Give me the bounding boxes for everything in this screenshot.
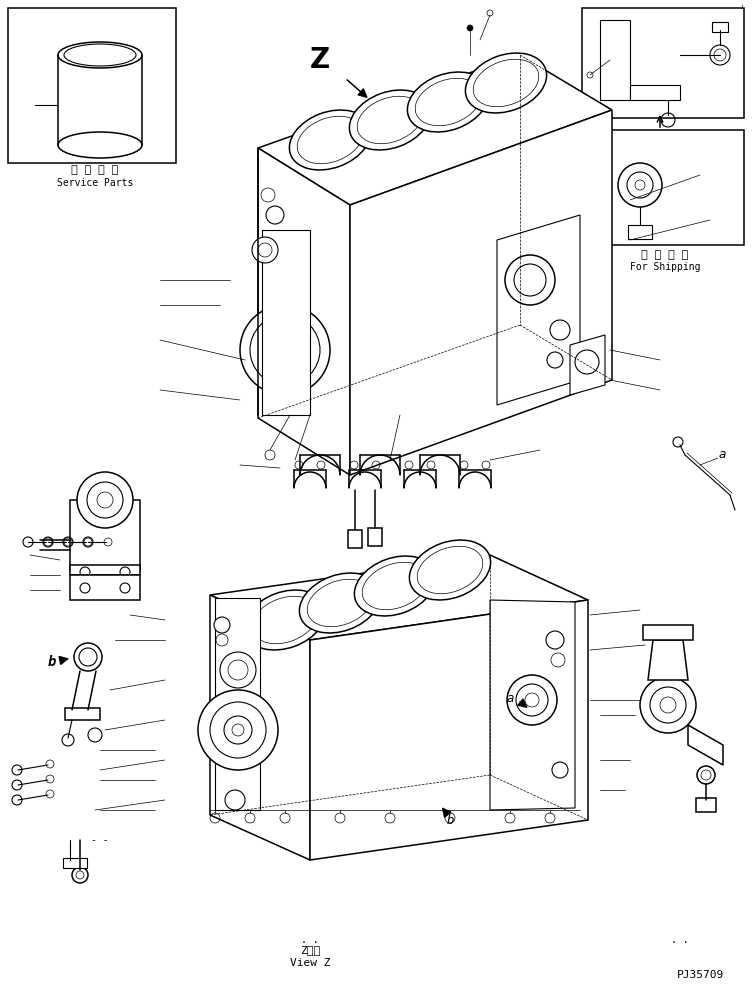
Circle shape [240, 305, 330, 395]
Bar [712, 22, 728, 32]
Text: - -: - - [91, 835, 109, 845]
Polygon shape [643, 625, 693, 640]
Bar [65, 708, 100, 720]
Polygon shape [70, 575, 140, 600]
Polygon shape [210, 555, 588, 640]
Text: For Shipping: For Shipping [630, 262, 700, 272]
Text: Z: Z [310, 46, 330, 74]
Circle shape [74, 643, 102, 671]
Circle shape [77, 472, 133, 528]
Circle shape [467, 25, 473, 31]
Bar [368, 528, 382, 546]
Circle shape [546, 631, 564, 649]
Circle shape [220, 652, 256, 688]
Circle shape [62, 734, 74, 746]
Circle shape [550, 320, 570, 340]
Text: PJ35709: PJ35709 [676, 970, 723, 980]
Bar [582, 8, 744, 118]
Text: . .: . . [301, 935, 319, 945]
Polygon shape [570, 335, 605, 395]
Text: Service Parts: Service Parts [57, 178, 133, 188]
Circle shape [214, 617, 230, 633]
Ellipse shape [409, 540, 491, 600]
Bar [348, 530, 362, 548]
Polygon shape [262, 230, 310, 415]
Polygon shape [210, 595, 310, 860]
Polygon shape [648, 640, 688, 680]
Circle shape [263, 273, 307, 317]
Circle shape [640, 677, 696, 733]
Text: b: b [446, 814, 454, 826]
Text: View Z: View Z [290, 958, 330, 968]
Ellipse shape [245, 590, 325, 650]
Circle shape [252, 237, 278, 263]
Ellipse shape [350, 90, 430, 150]
Text: a: a [718, 448, 726, 460]
Ellipse shape [408, 72, 488, 132]
Circle shape [198, 690, 278, 770]
Polygon shape [688, 725, 723, 765]
Bar [628, 225, 652, 239]
Circle shape [697, 766, 715, 784]
Ellipse shape [300, 573, 381, 633]
Polygon shape [600, 20, 630, 100]
Circle shape [507, 675, 557, 725]
Circle shape [266, 206, 284, 224]
Polygon shape [630, 85, 680, 100]
Circle shape [505, 255, 555, 305]
Polygon shape [258, 148, 350, 475]
Polygon shape [497, 215, 580, 405]
Ellipse shape [354, 556, 436, 616]
Text: . .: . . [671, 935, 689, 945]
Polygon shape [258, 55, 612, 205]
Polygon shape [350, 110, 612, 475]
Text: 補 給 専 用: 補 給 専 用 [72, 165, 119, 175]
Polygon shape [490, 600, 575, 810]
Text: a: a [507, 692, 513, 704]
Bar [8, 8, 176, 163]
Bar [63, 858, 87, 868]
Bar [696, 798, 716, 812]
Circle shape [225, 790, 245, 810]
Polygon shape [215, 598, 260, 810]
Polygon shape [310, 600, 588, 860]
Bar [582, 130, 744, 245]
Polygon shape [70, 500, 140, 570]
Bar [70, 565, 140, 575]
Ellipse shape [465, 53, 547, 113]
Text: 運 搜 部 品: 運 搜 部 品 [642, 250, 689, 260]
Text: b: b [48, 655, 56, 669]
Ellipse shape [289, 110, 371, 170]
Text: Z　視: Z 視 [300, 945, 320, 955]
Circle shape [72, 867, 88, 883]
